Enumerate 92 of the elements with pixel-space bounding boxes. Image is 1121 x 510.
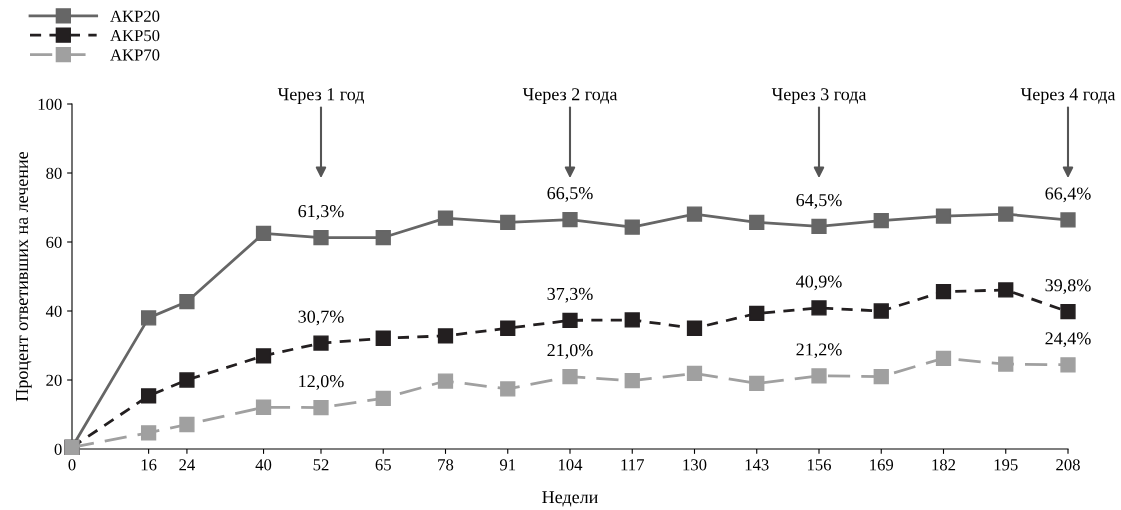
x-tick-label: 195 (994, 459, 1018, 471)
point (140, 425, 157, 441)
x-tick-label: 52 (313, 459, 329, 471)
point (375, 330, 391, 346)
legend-label: AKP50 (110, 29, 160, 42)
point (562, 368, 578, 385)
point (873, 303, 889, 319)
point (811, 300, 827, 316)
x-tick-label: 156 (807, 459, 831, 471)
data-label: 64,5% (796, 193, 842, 209)
data-label: 40,9% (796, 275, 842, 291)
point (1060, 212, 1076, 228)
x-tick-label: 16 (141, 459, 157, 471)
point (998, 206, 1014, 222)
point (255, 348, 272, 364)
y-tick-label: 40 (45, 305, 62, 317)
point (313, 399, 329, 416)
point (686, 206, 703, 222)
x-tick-label: 169 (870, 459, 894, 471)
point (749, 305, 765, 322)
point (749, 375, 765, 392)
annotation: Через 2 года (522, 88, 618, 104)
point (935, 208, 952, 224)
y-tick-label: 20 (46, 374, 62, 386)
point (437, 210, 454, 226)
point (562, 211, 578, 228)
data-label: 66,5% (547, 187, 593, 202)
data-label: 12,0% (299, 375, 344, 390)
point (437, 373, 454, 389)
legend-label: AKP70 (110, 49, 160, 61)
point (562, 312, 578, 328)
point (255, 399, 272, 415)
point (500, 381, 516, 397)
point (624, 373, 640, 389)
point (313, 335, 329, 351)
x-tick-label: 208 (1056, 459, 1080, 471)
point (375, 390, 391, 406)
y-tick-label: 60 (46, 236, 62, 248)
x-tick-label: 65 (375, 459, 391, 471)
annotation: Через 1 год (277, 88, 365, 104)
x-tick-label: 24 (179, 459, 195, 471)
point (686, 320, 703, 336)
point (811, 368, 827, 384)
point (500, 320, 516, 336)
point (624, 219, 640, 235)
data-label: 21,2% (796, 343, 842, 359)
x-tick-label: 0 (68, 459, 76, 471)
y-tick-label: 80 (46, 167, 62, 179)
point (873, 368, 889, 385)
x-tick-label: 117 (621, 459, 644, 471)
data-label: 37,3% (547, 287, 593, 303)
x-tick-label: 78 (438, 459, 454, 471)
point (873, 212, 889, 229)
x-tick-label: 40 (255, 459, 272, 471)
y-tick-label: 100 (38, 98, 62, 110)
point (998, 356, 1014, 372)
point (624, 312, 640, 328)
annotation: Через 4 года (1020, 88, 1116, 104)
point (179, 416, 195, 433)
point (140, 388, 157, 404)
point (140, 310, 157, 326)
point (935, 350, 952, 366)
x-tick-label: 104 (558, 459, 583, 471)
x-tick-label: 130 (683, 459, 707, 471)
y-tick-label: 0 (54, 443, 62, 455)
point (179, 294, 195, 310)
data-label: 61,3% (298, 205, 344, 220)
data-label: 39,8% (1045, 279, 1091, 294)
point (179, 372, 195, 388)
x-tick-label: 182 (932, 459, 956, 471)
x-tick-label: 143 (745, 459, 769, 471)
point (255, 225, 272, 242)
point (935, 284, 952, 300)
point (375, 229, 391, 246)
x-tick-label: 91 (499, 459, 516, 471)
point (811, 218, 827, 235)
y-axis-title: Процент ответивших на лечение (16, 151, 32, 402)
point (686, 365, 703, 382)
point (437, 328, 454, 344)
point (313, 229, 329, 246)
point (998, 282, 1014, 298)
point (1060, 304, 1076, 320)
x-axis-title: Недели (542, 491, 598, 507)
point (500, 214, 516, 230)
point (749, 214, 765, 230)
data-label: 30,7% (298, 310, 344, 326)
legend-label: AKP20 (110, 10, 160, 22)
data-label: 66,4% (1045, 187, 1091, 203)
point (1060, 357, 1076, 373)
data-label: 21,0% (547, 344, 593, 359)
data-label: 24,4% (1045, 332, 1091, 348)
annotation: Через 3 года (771, 88, 867, 104)
